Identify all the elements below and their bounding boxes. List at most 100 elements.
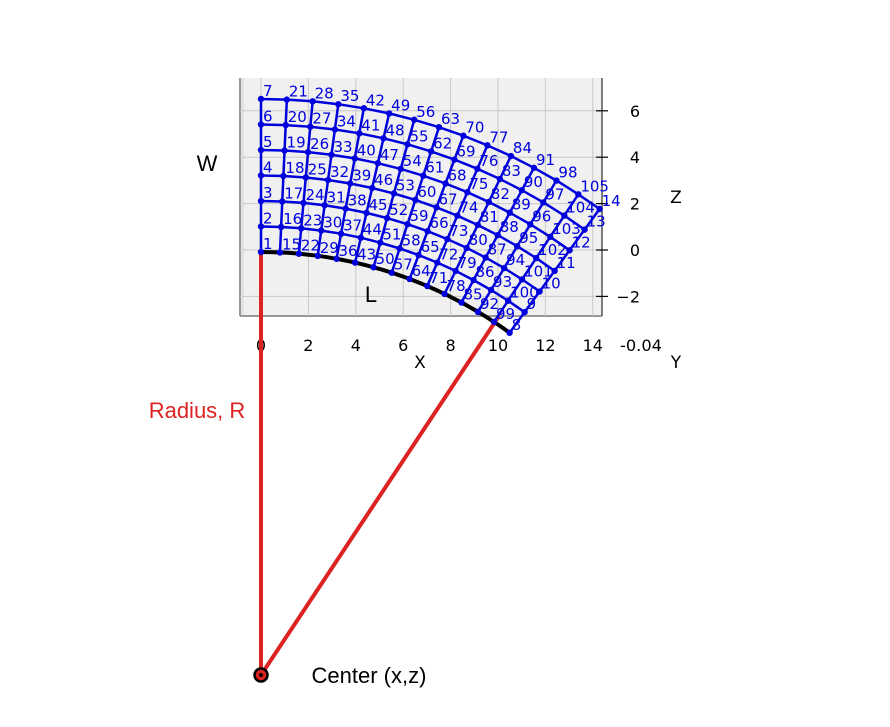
node-number: 40 bbox=[357, 141, 376, 159]
mesh-node bbox=[302, 174, 309, 181]
y-axis-label: Y bbox=[670, 353, 682, 373]
mesh-node bbox=[257, 121, 265, 128]
x-tick-label: 6 bbox=[398, 336, 408, 355]
side-pane bbox=[240, 78, 244, 316]
node-number: 60 bbox=[417, 183, 436, 201]
mesh-node bbox=[506, 329, 513, 336]
mesh-node bbox=[433, 204, 440, 211]
mesh-node bbox=[380, 135, 387, 142]
node-number: 42 bbox=[366, 91, 385, 109]
mesh-node bbox=[370, 264, 377, 271]
node-number: 98 bbox=[558, 164, 577, 182]
mesh-node bbox=[324, 176, 332, 184]
node-number: 37 bbox=[343, 217, 362, 235]
node-number: 5 bbox=[263, 133, 273, 151]
mesh-node bbox=[351, 155, 358, 162]
mesh-node bbox=[279, 198, 286, 205]
node-number: 79 bbox=[458, 254, 477, 272]
mesh-node bbox=[404, 141, 411, 148]
node-number: 18 bbox=[285, 159, 304, 177]
x-tick-label: 14 bbox=[583, 336, 603, 355]
node-number: 85 bbox=[463, 286, 482, 304]
mesh-node bbox=[561, 212, 568, 219]
node-number: 51 bbox=[382, 226, 401, 244]
x-axis-ticks: 02468101214 bbox=[256, 336, 603, 355]
mesh-node bbox=[333, 255, 340, 262]
node-number: 74 bbox=[459, 199, 478, 217]
mesh-node bbox=[513, 243, 521, 250]
node-number: 94 bbox=[506, 251, 525, 269]
mesh-node bbox=[396, 245, 403, 252]
node-number: 44 bbox=[363, 221, 382, 239]
node-number: 7 bbox=[263, 82, 273, 100]
center-label: Center (x,z) bbox=[312, 663, 427, 688]
node-number: 41 bbox=[361, 116, 380, 134]
mesh-node bbox=[463, 244, 470, 252]
x-tick-label: 8 bbox=[446, 336, 456, 355]
node-number: 86 bbox=[476, 263, 495, 281]
mesh-node bbox=[518, 187, 526, 194]
mesh-node bbox=[487, 286, 495, 294]
node-number: 22 bbox=[301, 237, 320, 255]
mesh-node bbox=[518, 276, 526, 283]
mesh-node bbox=[434, 259, 441, 266]
node-number: 36 bbox=[339, 242, 358, 260]
mesh-node bbox=[442, 180, 449, 187]
mesh-node bbox=[458, 299, 465, 306]
mesh-node bbox=[397, 165, 404, 173]
node-number: 99 bbox=[496, 305, 515, 323]
mesh-node bbox=[474, 165, 481, 172]
node-number: 48 bbox=[385, 121, 404, 139]
node-number: 101 bbox=[524, 262, 553, 280]
node-number: 16 bbox=[283, 210, 302, 228]
mesh-node bbox=[337, 230, 345, 237]
node-number: 45 bbox=[368, 196, 387, 214]
node-number: 56 bbox=[416, 103, 435, 121]
mesh-node bbox=[470, 276, 477, 284]
node-number: 23 bbox=[303, 211, 322, 229]
mesh-node bbox=[452, 267, 459, 275]
node-number: 2 bbox=[263, 210, 273, 228]
node-number: 27 bbox=[312, 110, 331, 128]
node-number: 11 bbox=[557, 254, 576, 272]
node-number: 82 bbox=[491, 185, 510, 203]
node-number: 58 bbox=[402, 231, 421, 249]
z-axis-label: Z bbox=[670, 188, 682, 208]
node-number: 52 bbox=[389, 201, 408, 219]
mesh-node bbox=[504, 297, 512, 304]
node-number: 29 bbox=[320, 239, 339, 257]
node-number: 10 bbox=[542, 275, 561, 293]
node-number: 9 bbox=[527, 295, 537, 313]
node-number: 65 bbox=[421, 238, 440, 256]
mesh-node bbox=[300, 199, 307, 207]
node-number: 39 bbox=[352, 167, 371, 185]
mesh-node bbox=[298, 225, 305, 232]
node-number: 21 bbox=[289, 83, 308, 101]
mesh-node bbox=[257, 223, 265, 230]
node-number: 81 bbox=[480, 208, 499, 226]
mesh-node bbox=[496, 175, 504, 183]
node-number: 80 bbox=[469, 231, 488, 249]
node-number: 25 bbox=[308, 161, 327, 179]
mesh-node bbox=[441, 290, 448, 298]
mesh-node bbox=[321, 202, 328, 209]
node-number: 76 bbox=[479, 152, 498, 170]
mesh-node bbox=[346, 180, 354, 187]
node-number: 102 bbox=[538, 241, 567, 259]
node-number: 35 bbox=[340, 87, 359, 105]
mesh-node bbox=[596, 205, 603, 213]
node-number: 63 bbox=[441, 110, 460, 128]
mesh-node bbox=[566, 247, 573, 254]
axes-panes bbox=[239, 78, 603, 317]
mesh-node bbox=[460, 132, 467, 139]
node-number: 43 bbox=[357, 246, 376, 264]
mesh-node bbox=[530, 164, 538, 171]
node-number: 34 bbox=[337, 112, 356, 130]
mesh-node bbox=[536, 288, 543, 295]
node-number: 50 bbox=[376, 250, 395, 268]
mesh-node bbox=[377, 239, 384, 246]
mesh-node bbox=[527, 221, 534, 228]
node-number: 17 bbox=[284, 184, 303, 202]
node-number: 14 bbox=[602, 192, 621, 210]
mesh-node bbox=[304, 148, 312, 156]
